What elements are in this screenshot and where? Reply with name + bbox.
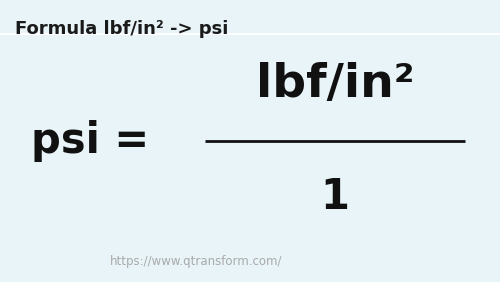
Text: 1: 1 xyxy=(320,177,350,218)
Text: lbf/in²: lbf/in² xyxy=(256,62,414,107)
Text: https://www.qtransform.com/: https://www.qtransform.com/ xyxy=(110,255,282,268)
Text: Formula lbf/in² -> psi: Formula lbf/in² -> psi xyxy=(15,20,229,38)
Text: psi =: psi = xyxy=(31,120,149,162)
